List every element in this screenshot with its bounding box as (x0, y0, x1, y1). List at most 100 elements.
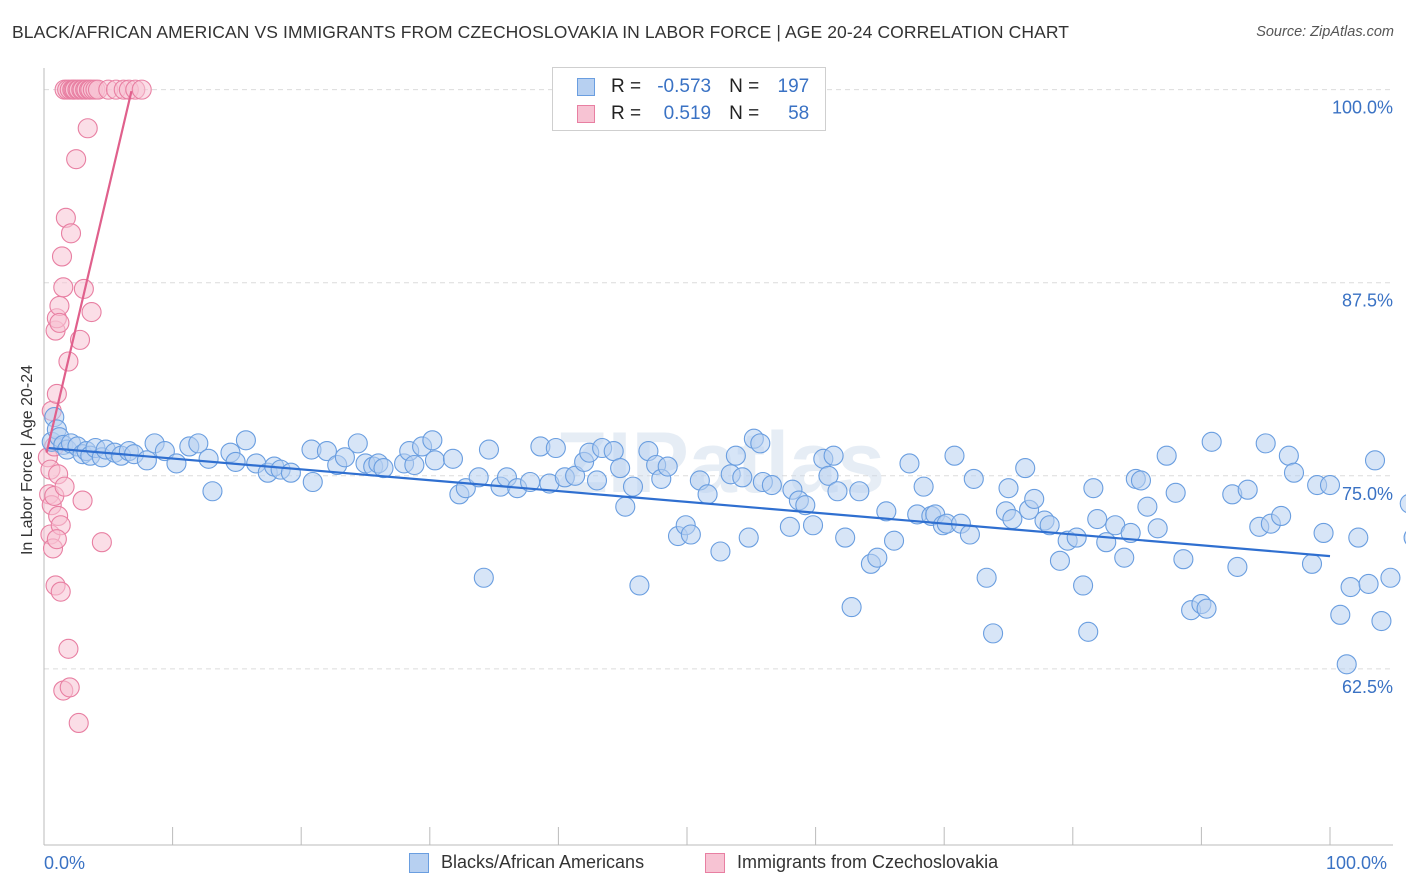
data-point (46, 383, 67, 404)
data-point (188, 433, 209, 454)
data-point (373, 458, 394, 479)
data-point (478, 439, 500, 460)
data-point (68, 712, 89, 734)
data-point (72, 490, 93, 511)
data-point (738, 527, 759, 548)
data-point (1078, 621, 1099, 642)
data-point (883, 530, 905, 551)
data-point (849, 481, 870, 502)
data-point (1114, 547, 1135, 568)
data-point (154, 441, 175, 462)
data-point (53, 277, 74, 298)
gridlines (44, 89, 1393, 670)
data-point (1399, 494, 1406, 513)
trend-line-blacks (47, 446, 1331, 558)
y-tick-label: 75.0% (1342, 484, 1393, 504)
data-point (1271, 505, 1292, 527)
data-point (50, 581, 71, 602)
data-point (827, 481, 848, 502)
data-point (1348, 527, 1369, 548)
data-point (1165, 482, 1186, 503)
data-point (136, 450, 157, 471)
legend-row-blacks: R = -0.573 N = 197 (577, 74, 809, 100)
data-point (59, 677, 80, 698)
y-tick-label: 100.0% (1332, 98, 1393, 118)
legend-r-value: 0.519 (663, 103, 712, 124)
data-point (944, 445, 965, 466)
data-point (1087, 509, 1108, 530)
legend-row-czech: R = 0.519 N = 58 (577, 101, 809, 127)
data-point (586, 470, 608, 491)
data-point (657, 456, 678, 477)
data-point (867, 547, 888, 568)
data-point (1227, 556, 1248, 577)
data-point (334, 447, 355, 468)
data-point (876, 501, 897, 522)
data-point (959, 524, 980, 545)
data-point (81, 302, 102, 323)
data-point (1083, 478, 1104, 499)
data-point (1301, 553, 1323, 574)
data-point (1278, 445, 1299, 466)
data-point (1313, 522, 1334, 544)
legend-r-value: -0.573 (657, 76, 712, 97)
data-point (1380, 567, 1401, 588)
data-point (280, 462, 301, 483)
correlation-legend: R = -0.573 N = 197 R = 0.519 N = 58 (552, 67, 826, 131)
immigrants-czechoslovakia-points (37, 79, 152, 734)
data-point (983, 623, 1004, 644)
data-point (422, 430, 443, 451)
data-point (1283, 462, 1305, 483)
bottom-legend-czech: Immigrants from Czechoslovakia (705, 852, 998, 873)
data-point (46, 529, 67, 550)
data-point (473, 567, 494, 588)
data-point (545, 437, 566, 459)
data-point (603, 441, 624, 462)
data-point (1319, 475, 1341, 496)
source-label: Source: ZipAtlas.com (1256, 24, 1394, 40)
data-point (761, 475, 782, 496)
x-tick-label-min: 0.0% (44, 853, 86, 873)
data-point (49, 312, 70, 333)
legend-n-value: 58 (788, 103, 810, 124)
y-tick-label: 87.5% (1342, 291, 1393, 311)
data-point (1066, 527, 1087, 548)
data-point (54, 476, 75, 497)
data-point (1049, 550, 1070, 571)
data-point (424, 450, 445, 471)
data-point (1130, 470, 1152, 491)
data-point (680, 524, 701, 545)
data-point (198, 448, 219, 469)
trend-lines (45, 90, 1331, 558)
data-point (404, 454, 425, 476)
data-point (795, 495, 816, 516)
data-point (998, 478, 1019, 499)
data-point (629, 575, 650, 596)
data-point (963, 468, 984, 489)
data-point (1120, 522, 1141, 544)
data-point (235, 430, 256, 451)
data-point (1015, 458, 1036, 479)
data-point (1336, 654, 1357, 675)
data-point (1364, 450, 1386, 471)
data-point (622, 476, 644, 497)
data-point (1340, 576, 1361, 598)
x-tick-label-max: 100.0% (1326, 853, 1388, 873)
series-name-czech: Immigrants from Czechoslovakia (737, 852, 999, 872)
trend-line-czech (45, 90, 133, 453)
y-tick-label: 62.5% (1342, 677, 1393, 697)
data-point (1147, 518, 1168, 539)
data-point (1039, 515, 1060, 536)
data-point (51, 246, 73, 267)
data-point (725, 445, 746, 466)
data-point (615, 496, 636, 517)
data-point (225, 451, 246, 472)
data-point (58, 638, 79, 659)
data-point (1073, 575, 1094, 596)
data-point (66, 149, 87, 170)
legend-swatch-blue (577, 78, 595, 96)
legend-r-label: R = (611, 103, 642, 124)
data-point (347, 433, 368, 454)
y-tick-labels: 62.5% 75.0% 87.5% 100.0% (1332, 98, 1393, 697)
data-point (1024, 488, 1045, 510)
